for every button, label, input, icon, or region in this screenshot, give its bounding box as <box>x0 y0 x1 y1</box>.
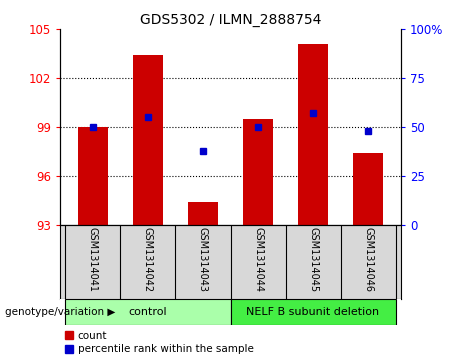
Text: NELF B subunit deletion: NELF B subunit deletion <box>247 307 379 317</box>
Bar <box>353 153 383 225</box>
Text: genotype/variation ▶: genotype/variation ▶ <box>5 307 115 317</box>
Title: GDS5302 / ILMN_2888754: GDS5302 / ILMN_2888754 <box>140 13 321 26</box>
Text: GSM1314046: GSM1314046 <box>363 227 373 292</box>
Legend: count, percentile rank within the sample: count, percentile rank within the sample <box>65 331 254 354</box>
Text: GSM1314044: GSM1314044 <box>253 227 263 292</box>
Text: GSM1314043: GSM1314043 <box>198 227 208 292</box>
Bar <box>65 299 230 325</box>
Bar <box>188 202 218 225</box>
Bar <box>78 127 108 225</box>
Bar <box>243 119 273 225</box>
Text: control: control <box>129 307 167 317</box>
Text: GSM1314041: GSM1314041 <box>88 227 98 292</box>
Bar <box>298 44 328 225</box>
Bar <box>133 55 163 225</box>
Text: GSM1314045: GSM1314045 <box>308 227 318 293</box>
Text: GSM1314042: GSM1314042 <box>143 227 153 293</box>
Bar <box>230 299 396 325</box>
